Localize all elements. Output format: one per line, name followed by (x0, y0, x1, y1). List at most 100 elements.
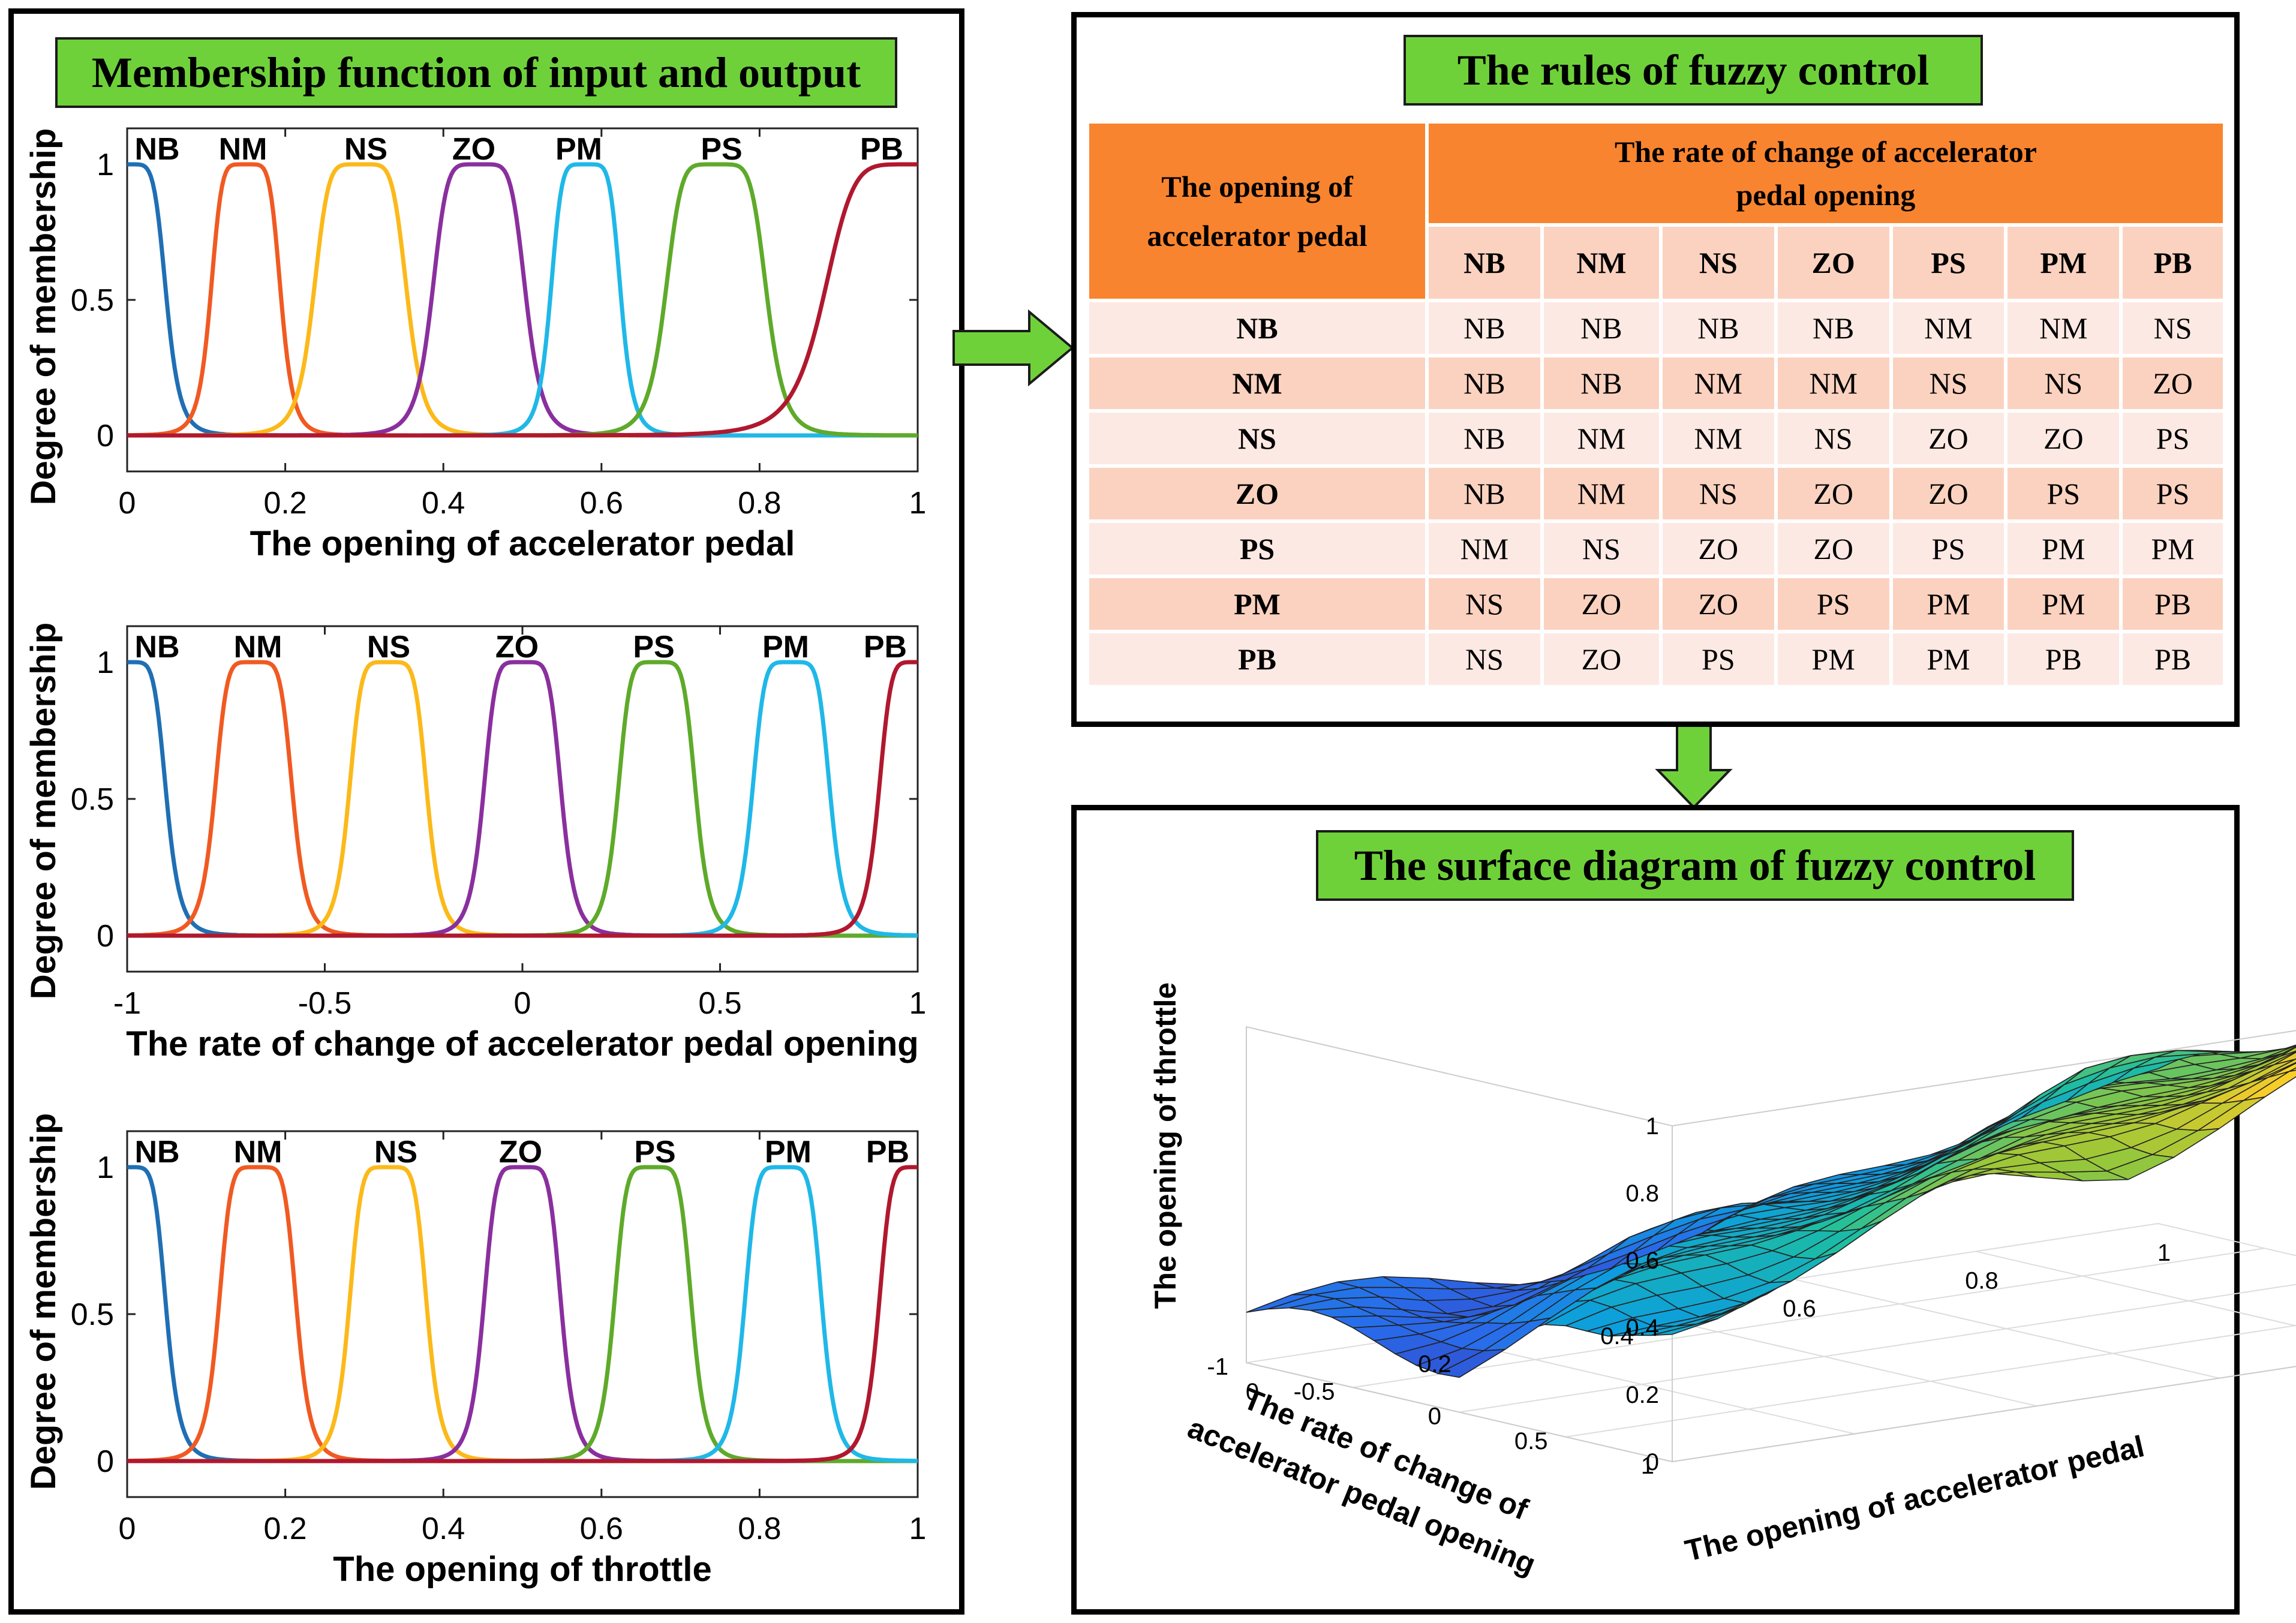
rule-cell: NM (1662, 413, 1774, 464)
row-label: PB (1089, 633, 1425, 685)
rule-cell: NM (1777, 357, 1889, 409)
z-tick-label: 0.2 (1625, 1382, 1659, 1408)
rule-cell: NS (2008, 357, 2120, 409)
y-tick-label: 0.5 (71, 782, 114, 817)
curve-label: NM (234, 630, 283, 665)
rule-cell: NB (1429, 413, 1540, 464)
y-tick-label: 1 (97, 645, 114, 680)
floor-grid-line (1565, 1324, 2296, 1438)
rule-cell: PS (2123, 468, 2223, 519)
rule-cell: PM (1777, 633, 1889, 685)
rule-cell: PS (1892, 523, 2005, 575)
curve-label: PB (866, 1135, 909, 1170)
curve-label: PB (860, 132, 903, 167)
y-tick-label: 0 (1428, 1403, 1441, 1430)
x-tick-label: 0.8 (1965, 1267, 1999, 1294)
membership-curve-pb (127, 162, 918, 438)
rule-row: PB NS ZO PS PM PM PB PB (1089, 633, 2223, 685)
rule-cell: PB (2008, 633, 2120, 685)
plot-frame (126, 127, 919, 473)
row-label: PS (1089, 523, 1425, 575)
x-tick-label: 0 (119, 486, 136, 521)
membership-plot: 1 0.5 0 -1 -0.5 0 0.5 1 NB NM NS ZO PS PM PB The rate o… (24, 623, 926, 1063)
floor-grid-line (1975, 1251, 2296, 1327)
surface-panel (1071, 805, 2240, 1615)
surface-plot: 10.80.60.40.2010.50-0.5-100.20.40.60.81T… (1149, 982, 2296, 1581)
curve-label: PS (701, 132, 742, 167)
curve-label: PM (555, 132, 602, 167)
z-tick-label: 0.4 (1625, 1315, 1659, 1341)
rule-cell: NS (1662, 468, 1774, 519)
curve-label: PS (633, 630, 674, 665)
col-header: NM (1543, 227, 1659, 299)
rule-cell: NB (1662, 302, 1774, 354)
rule-cell: NS (1429, 578, 1540, 630)
rule-cell: ZO (1892, 413, 2005, 464)
x-tick-label: 1 (909, 486, 927, 521)
rule-cell: ZO (1662, 523, 1774, 575)
membership-curve-pb (127, 1165, 918, 1463)
x-tick-label: -1 (113, 986, 141, 1021)
rule-cell: NS (1892, 357, 2005, 409)
rule-row: PS NM NS ZO ZO PS PM PM (1089, 523, 2223, 575)
rule-cell: ZO (1777, 468, 1889, 519)
rule-cell: PS (2123, 413, 2223, 464)
rules-panel-title: The rules of fuzzy control (1404, 35, 1983, 106)
y-tick-label: 0 (97, 1444, 114, 1479)
rule-row: NS NB NM NM NS ZO ZO PS (1089, 413, 2223, 464)
rule-cell: NS (1777, 413, 1889, 464)
rule-cell: ZO (1662, 578, 1774, 630)
y-tick-label: 1 (97, 1150, 114, 1185)
rule-cell: ZO (1543, 578, 1659, 630)
row-label: ZO (1089, 468, 1425, 519)
rule-cell: NS (2123, 302, 2223, 354)
x-tick-label: 1 (2157, 1240, 2171, 1266)
y-tick-label: 0.5 (71, 283, 114, 318)
y-tick-label: 0.5 (1514, 1428, 1548, 1454)
x-tick-label: 0.4 (422, 486, 465, 521)
rule-cell: NB (1429, 468, 1540, 519)
rule-cell: NB (1543, 302, 1659, 354)
rule-row: ZO NB NM NS ZO ZO PS PS (1089, 468, 2223, 519)
fuzzy-rules-table: The opening of accelerator pedal The rat… (1086, 120, 2226, 689)
rule-cell: ZO (2008, 413, 2120, 464)
curve-label: NM (219, 132, 268, 167)
rule-cell: NM (2008, 302, 2120, 354)
y-axis-label: Degree of membership (24, 128, 63, 506)
curve-label: NS (367, 630, 410, 665)
rule-cell: PS (1777, 578, 1889, 630)
floor-grid-line (1459, 1284, 2296, 1413)
z-tick-label: 0.8 (1625, 1180, 1659, 1207)
curve-label: NB (134, 630, 179, 665)
rule-cell: ZO (2123, 357, 2223, 409)
curve-label: PM (762, 630, 809, 665)
x-tick-label: 0 (514, 986, 531, 1021)
curve-label: NB (134, 132, 179, 167)
membership-panel-title: Membership function of input and output (55, 37, 897, 108)
side-wall (1246, 1026, 1673, 1463)
col-header: NB (1429, 227, 1540, 299)
rule-cell: NM (1543, 468, 1659, 519)
z-tick-label: 0 (1646, 1449, 1659, 1475)
rule-cell: PM (2008, 523, 2120, 575)
x-tick-label: 0.8 (738, 1511, 781, 1546)
rule-cell: NS (1429, 633, 1540, 685)
x-axis-label: The rate of change of accelerator pedal … (126, 1024, 918, 1063)
rule-row: NM NB NB NM NM NS NS ZO (1089, 357, 2223, 409)
curve-label: ZO (495, 630, 539, 665)
y-tick-label: 1 (1641, 1453, 1654, 1479)
rule-cell: NM (1892, 302, 2005, 354)
x-tick-label: 0.6 (580, 486, 623, 521)
surface-patch (1246, 1294, 1314, 1313)
rule-cell: PM (1892, 578, 2005, 630)
membership-plot: 1 0.5 00 0.2 0.4 0.6 0.8 1 NB NM NS ZO PS PM PB The ope… (24, 1113, 926, 1589)
rule-cell: NB (1429, 357, 1540, 409)
y-tick-label: -1 (1207, 1354, 1228, 1380)
x-tick-label: 0.2 (1418, 1351, 1451, 1378)
rule-cell: ZO (1543, 633, 1659, 685)
row-label: NB (1089, 302, 1425, 354)
col-header: ZO (1777, 227, 1889, 299)
curve-label: ZO (499, 1135, 542, 1170)
